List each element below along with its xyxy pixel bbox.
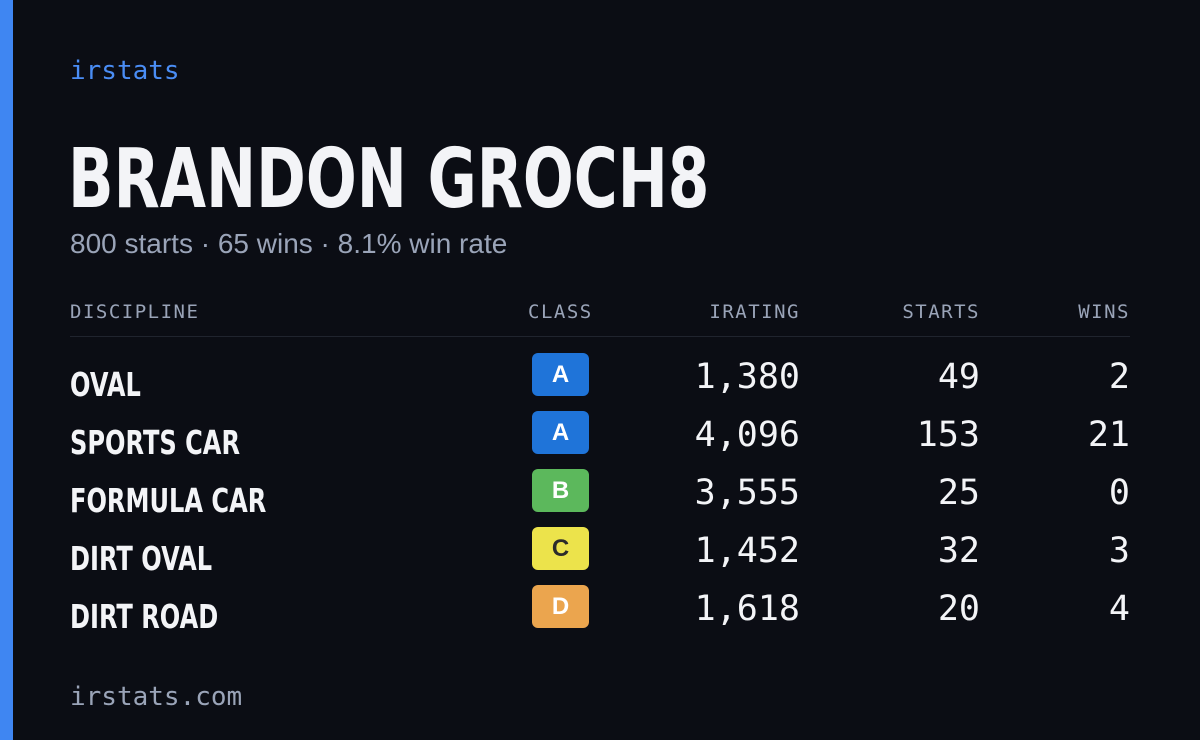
- irating-value: 4,096: [694, 415, 800, 455]
- discipline-name: DIRT OVAL: [70, 539, 213, 578]
- class-badge: C: [532, 527, 589, 570]
- starts-value: 32: [937, 531, 980, 571]
- table-header: DISCIPLINE CLASS IRATING STARTS WINS: [70, 298, 1130, 337]
- starts-value: 25: [937, 473, 980, 513]
- table-row: SPORTS CAR A 4,096 153 21: [70, 411, 1130, 469]
- wins-value: 4: [1108, 589, 1130, 629]
- discipline-name: OVAL: [70, 365, 141, 404]
- table-body: OVAL A 1,380 49 2 SPORTS CAR A 4,096 153…: [70, 353, 1130, 643]
- wins-value: 21: [1087, 415, 1130, 455]
- irating-value: 1,380: [694, 357, 800, 397]
- starts-value: 20: [937, 589, 980, 629]
- accent-bar: [0, 0, 13, 740]
- discipline-name: FORMULA CAR: [70, 481, 267, 520]
- irating-value: 3,555: [694, 473, 800, 513]
- wins-value: 3: [1108, 531, 1130, 571]
- table-row: FORMULA CAR B 3,555 25 0: [70, 469, 1130, 527]
- header-class: CLASS: [528, 301, 593, 323]
- class-badge: B: [532, 469, 589, 512]
- irating-value: 1,452: [694, 531, 800, 571]
- footer-url-link[interactable]: irstats.com: [70, 682, 243, 712]
- player-summary: 800 starts · 65 wins · 8.1% win rate: [70, 228, 508, 259]
- table-row: DIRT ROAD D 1,618 20 4: [70, 585, 1130, 643]
- irating-value: 1,618: [694, 589, 800, 629]
- wins-value: 2: [1108, 357, 1130, 397]
- class-badge: D: [532, 585, 589, 628]
- class-badge: A: [532, 353, 589, 396]
- header-irating: IRATING: [709, 301, 800, 323]
- header-discipline: DISCIPLINE: [70, 301, 200, 323]
- class-badge: A: [532, 411, 589, 454]
- header-wins: WINS: [1078, 301, 1130, 323]
- table-row: OVAL A 1,380 49 2: [70, 353, 1130, 411]
- brand-logo-text[interactable]: irstats: [70, 56, 180, 86]
- table-row: DIRT OVAL C 1,452 32 3: [70, 527, 1130, 585]
- starts-value: 153: [916, 415, 980, 455]
- discipline-name: DIRT ROAD: [70, 597, 219, 636]
- discipline-stats-table: DISCIPLINE CLASS IRATING STARTS WINS OVA…: [70, 298, 1130, 643]
- discipline-name: SPORTS CAR: [70, 423, 240, 462]
- starts-value: 49: [937, 357, 980, 397]
- player-name: BRANDON GROCH8: [68, 132, 710, 227]
- wins-value: 0: [1108, 473, 1130, 513]
- header-starts: STARTS: [902, 301, 980, 323]
